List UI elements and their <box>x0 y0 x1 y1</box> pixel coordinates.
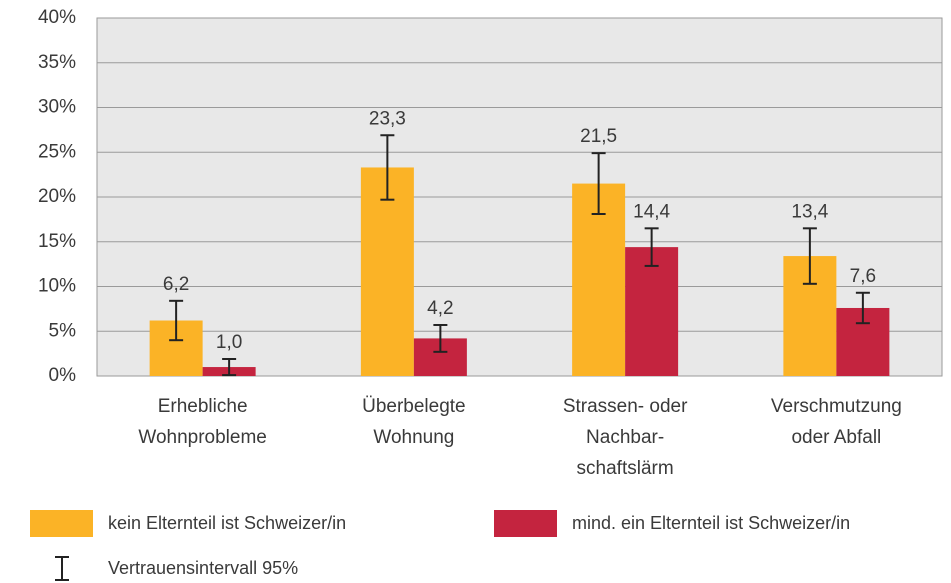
y-tick-label: 25% <box>38 141 76 162</box>
error-bar <box>591 152 606 216</box>
y-tick-label: 15% <box>38 231 76 252</box>
x-tick-label: oder Abfall <box>791 427 881 448</box>
legend-label: mind. ein Elternteil ist Schweizer/in <box>572 513 850 533</box>
error-bar <box>644 227 659 267</box>
x-tick-label: Verschmutzung <box>771 396 902 417</box>
x-tick-label: Wohnung <box>373 427 454 448</box>
x-tick-label: Wohnprobleme <box>138 427 267 448</box>
value-label: 6,2 <box>163 274 189 295</box>
value-label: 4,2 <box>427 298 453 319</box>
x-tick-label: Erhebliche <box>158 396 248 417</box>
error-bar <box>802 227 817 285</box>
legend-label: kein Elternteil ist Schweizer/in <box>108 513 346 533</box>
value-label: 7,6 <box>850 266 876 287</box>
bar <box>360 167 414 376</box>
error-bar <box>855 291 870 325</box>
bar <box>572 183 626 376</box>
error-bar <box>169 299 184 342</box>
error-bar <box>222 357 237 377</box>
legend-swatch <box>30 510 93 537</box>
y-tick-label: 10% <box>38 276 76 297</box>
legend-swatch <box>494 510 557 537</box>
y-tick-label: 40% <box>38 7 76 28</box>
value-label: 1,0 <box>216 332 242 353</box>
legend-label: Vertrauensintervall 95% <box>108 558 298 578</box>
y-tick-label: 20% <box>38 186 76 207</box>
y-tick-label: 35% <box>38 52 76 73</box>
error-bar <box>380 134 395 201</box>
x-tick-label: Nachbar- <box>586 427 664 448</box>
value-label: 21,5 <box>580 126 617 147</box>
y-tick-label: 30% <box>38 97 76 118</box>
bar <box>625 247 679 376</box>
x-tick-label: Strassen- oder <box>563 396 688 417</box>
error-bar <box>433 323 448 353</box>
x-tick-label: schaftslärm <box>577 458 674 479</box>
value-label: 14,4 <box>633 201 670 222</box>
value-label: 23,3 <box>369 108 406 129</box>
value-label: 13,4 <box>791 201 828 222</box>
y-tick-label: 5% <box>49 320 77 341</box>
y-tick-label: 0% <box>49 365 77 386</box>
x-tick-label: Überbelegte <box>362 396 466 417</box>
